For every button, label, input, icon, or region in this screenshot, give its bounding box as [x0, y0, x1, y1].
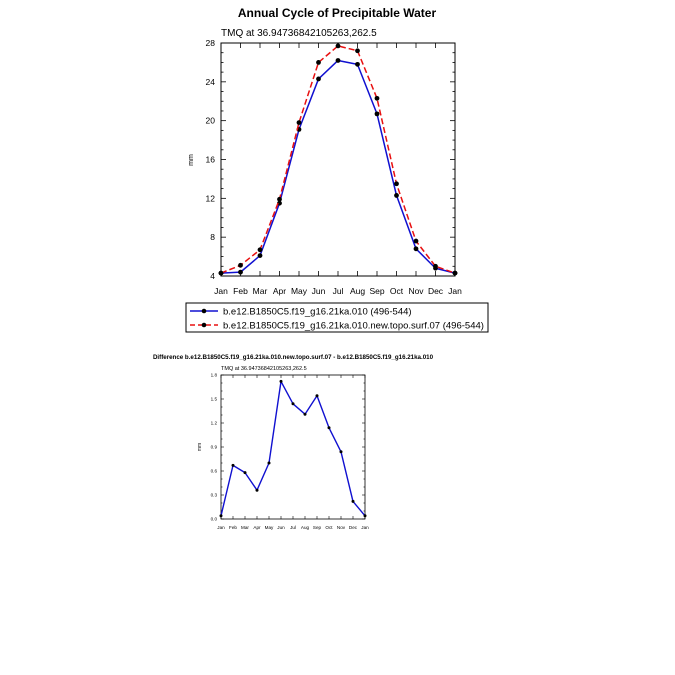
top-series-2-line — [220, 45, 456, 274]
legend-marker-series-a — [201, 308, 207, 314]
bottom-y-tick-label: 1.8 — [211, 373, 218, 378]
top-x-tick-label: Jan — [448, 286, 462, 296]
top-plot-frame — [220, 42, 456, 277]
bottom-chart-subtitle: TMQ at 36.94736842105263,262.5 — [221, 366, 307, 372]
bottom-chart-title: Difference b.e12.B1850C5.f19_g16.21ka.01… — [153, 354, 434, 361]
bottom-chart-ylabel: mm — [197, 443, 203, 451]
bottom-x-tick-label: Sep — [313, 525, 322, 530]
bottom-series-1-point — [243, 471, 247, 475]
bottom-series-1-point — [255, 488, 259, 492]
bottom-y-tick-label: 1.2 — [211, 421, 218, 426]
bottom-series-1-line — [220, 380, 366, 517]
top-x-tick-label: Jul — [333, 286, 344, 296]
bottom-series-1-point — [267, 461, 271, 465]
bottom-x-tick-label: Apr — [253, 525, 261, 530]
top-y-tick-label: 28 — [206, 38, 216, 48]
top-series-1-point — [394, 193, 399, 198]
top-series-2-point — [238, 262, 243, 268]
top-series-1-point — [355, 61, 360, 67]
bottom-x-tick-label: Dec — [349, 525, 358, 530]
top-series-2-point — [394, 181, 399, 187]
top-chart-subtitle: TMQ at 36.94736842105263,262.5 — [221, 28, 377, 39]
bottom-series-1-point — [339, 450, 343, 454]
top-chart-title: Annual Cycle of Precipitable Water — [238, 6, 437, 20]
top-x-tick-label: Apr — [273, 286, 286, 296]
legend-label-series-b: b.e12.B1850C5.f19_g16.21ka.010.new.topo.… — [223, 321, 484, 332]
top-y-tick-label: 4 — [210, 271, 215, 281]
bottom-series-1-point — [279, 379, 283, 383]
top-x-tick-label: Mar — [253, 286, 268, 296]
top-series-2-point — [316, 60, 321, 65]
top-series-2-point — [355, 48, 360, 54]
bottom-x-tick-label: Jun — [277, 525, 285, 530]
top-y-tick-label: 20 — [206, 116, 216, 126]
top-series-1-point — [413, 246, 419, 252]
bottom-series-1-point — [327, 426, 331, 430]
top-chart-legend: b.e12.B1850C5.f19_g16.21ka.010 (496-544)… — [185, 302, 489, 333]
top-series-1-line — [220, 59, 456, 274]
top-x-tick-label: Oct — [390, 286, 404, 296]
bottom-y-tick-label: 1.5 — [211, 397, 218, 402]
top-x-tick-label: Feb — [233, 286, 248, 296]
top-series-2-point — [433, 263, 438, 269]
bottom-x-tick-label: Jul — [290, 525, 296, 530]
top-x-tick-label: Nov — [408, 286, 424, 296]
bottom-series-1-point — [291, 402, 295, 406]
top-series-2-point — [335, 43, 341, 49]
top-x-tick-label: Sep — [369, 286, 384, 296]
top-series-2-point — [296, 120, 302, 126]
top-chart-plot: Jan Feb Mar Apr May Jun Jul Aug Sep Oct Nov Dec Jan 4… — [206, 38, 463, 296]
legend-box — [185, 302, 489, 333]
bottom-chart-plot: Jan Feb Mar Apr May Jun Jul Aug Sep Oct Nov Dec Jan0… — [211, 373, 370, 530]
bottom-series-1-point — [351, 499, 355, 503]
top-series-1-point — [257, 253, 263, 259]
bottom-y-tick-label: 0.9 — [211, 445, 218, 450]
top-series-1-point — [335, 58, 341, 63]
legend-marker-series-b — [201, 322, 207, 328]
bottom-x-tick-label: Nov — [337, 525, 346, 530]
bottom-series-1-point — [219, 514, 223, 518]
top-x-tick-label: Aug — [350, 286, 365, 296]
top-series-2-point — [413, 238, 419, 244]
top-series-2-point — [452, 270, 458, 276]
bottom-x-tick-label: May — [265, 525, 274, 530]
top-y-tick-label: 8 — [210, 232, 215, 242]
top-series-2-point — [218, 270, 224, 276]
top-series-1-point — [238, 269, 243, 275]
bottom-plot-frame — [220, 374, 366, 520]
bottom-series-1-point — [303, 412, 307, 416]
top-x-tick-label: Jun — [312, 286, 326, 296]
top-y-tick-label: 24 — [206, 77, 216, 87]
top-series-2-point — [257, 247, 263, 253]
bottom-y-tick-label: 0.6 — [211, 469, 218, 474]
bottom-series-1-point — [231, 463, 235, 467]
top-y-tick-label: 16 — [206, 154, 216, 164]
bottom-x-tick-label: Oct — [325, 525, 333, 530]
top-x-tick-label: Jan — [214, 286, 228, 296]
bottom-x-tick-label: Mar — [241, 525, 249, 530]
top-y-tick-label: 12 — [206, 193, 216, 203]
legend-label-series-a: b.e12.B1850C5.f19_g16.21ka.010 (496-544) — [223, 307, 412, 318]
bottom-x-tick-label: Jan — [361, 525, 369, 530]
top-series-1-point — [316, 76, 321, 82]
bottom-y-tick-label: 0.3 — [211, 493, 218, 498]
bottom-series-1-point — [363, 514, 367, 518]
bottom-x-tick-label: Aug — [301, 525, 310, 530]
top-chart-ylabel: mm — [188, 154, 195, 166]
bottom-series-1-point — [315, 394, 319, 398]
top-series-2-point — [277, 196, 282, 202]
top-series-2-point — [374, 95, 380, 101]
bottom-y-tick-label: 0.0 — [211, 517, 218, 522]
bottom-x-tick-label: Feb — [229, 525, 237, 530]
top-x-tick-label: Dec — [428, 286, 444, 296]
top-x-tick-label: May — [291, 286, 308, 296]
bottom-x-tick-label: Jan — [217, 525, 225, 530]
top-series-1-point — [374, 111, 380, 117]
